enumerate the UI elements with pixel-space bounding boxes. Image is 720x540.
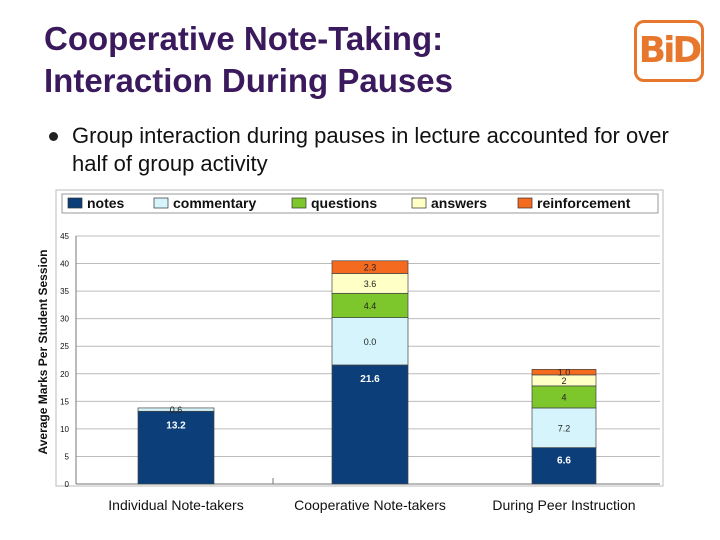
bar-segment-notes	[137, 410, 215, 485]
bar-segment-notes	[531, 447, 597, 485]
y-tick-label: 30	[60, 315, 69, 324]
data-label-commentary: 0.0	[364, 337, 377, 347]
data-label-notes: 21.6	[360, 374, 380, 385]
legend-swatch-reinforcement	[517, 197, 533, 209]
bid-logo: BiD	[634, 20, 704, 82]
legend-label-answers: answers	[431, 195, 487, 211]
bar-segment-commentary	[331, 317, 409, 366]
legend-label-notes: notes	[87, 195, 125, 211]
y-tick-label: 15	[60, 397, 69, 406]
bullet-text: Group interaction during pauses in lectu…	[72, 123, 669, 176]
data-label-questions: 4.4	[364, 301, 377, 311]
x-category-label: Cooperative Note-takers	[294, 497, 446, 513]
bar-segment-reinforcement	[531, 369, 597, 376]
bid-logo-text: BiD	[638, 30, 703, 71]
bar-segment-commentary	[137, 407, 215, 412]
y-tick-label: 45	[60, 232, 69, 241]
y-tick-label: 10	[60, 425, 69, 434]
slide-title-line-2: Interaction During Pauses	[44, 62, 453, 99]
bullet-icon	[49, 132, 58, 141]
y-tick-label: 35	[60, 287, 69, 296]
data-label-answers: 3.6	[364, 279, 377, 289]
data-label-commentary: 7.2	[558, 423, 571, 433]
data-label-reinforcement: 1.0	[558, 368, 571, 378]
bar-segment-reinforcement	[331, 260, 409, 274]
legend-label-reinforcement: reinforcement	[537, 195, 631, 211]
data-label-notes: 13.2	[166, 420, 186, 431]
y-tick-label: 25	[60, 342, 69, 351]
x-category-label: During Peer Instruction	[492, 497, 635, 513]
y-tick-label: 20	[60, 370, 69, 379]
legend-swatch-commentary	[153, 197, 169, 209]
y-tick-label: 5	[65, 452, 70, 461]
legend-label-questions: questions	[311, 195, 377, 211]
data-label-commentary: 0.6	[170, 405, 183, 415]
slide-title-line-1: Cooperative Note-Taking:	[44, 20, 444, 57]
bar-segment-commentary	[531, 407, 597, 448]
data-label-notes: 6.6	[557, 456, 571, 467]
data-label-reinforcement: 2.3	[364, 263, 377, 273]
bar-segment-notes	[331, 364, 409, 485]
y-axis-title: Average Marks Per Student Session	[36, 250, 50, 455]
y-tick-label: 40	[60, 260, 69, 269]
x-category-label: Individual Note-takers	[108, 497, 243, 513]
slide-title: Cooperative Note-Taking: Interaction Dur…	[44, 18, 604, 102]
legend-swatch-answers	[411, 197, 427, 209]
data-label-questions: 4	[561, 392, 566, 402]
data-label-answers: 2	[561, 376, 566, 386]
legend-swatch-questions	[291, 197, 307, 209]
y-tick-label: 0	[65, 480, 70, 489]
bar-segment-questions	[331, 292, 409, 318]
legend-box	[61, 193, 659, 214]
legend-swatch-notes	[67, 197, 83, 209]
legend-label-commentary: commentary	[173, 195, 256, 211]
